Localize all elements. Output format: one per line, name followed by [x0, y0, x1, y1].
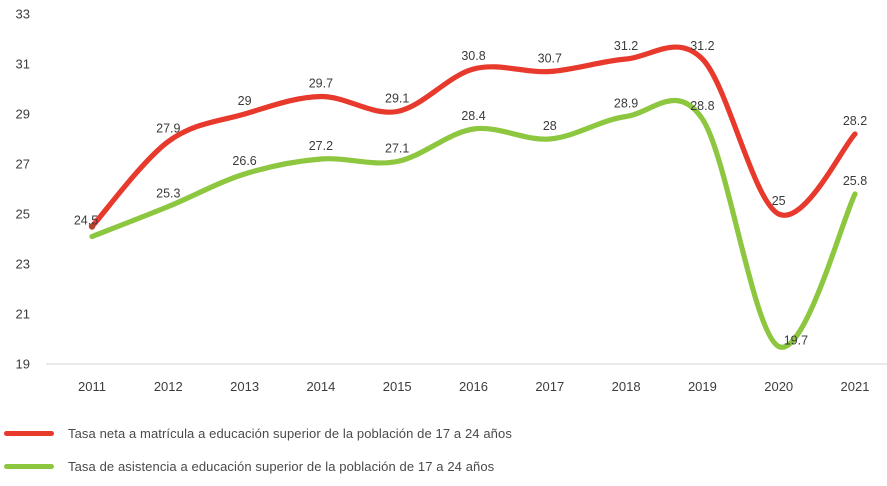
data-label: 27.2	[309, 139, 333, 153]
legend: Tasa neta a matrícula a educación superi…	[4, 420, 874, 486]
data-label: 29.7	[309, 77, 333, 91]
y-tick-label: 29	[16, 107, 30, 122]
x-tick-label: 2016	[459, 379, 488, 394]
x-tick-label: 2019	[688, 379, 717, 394]
line-chart: 19 21 23 25 27 29 31 33 2011 2012 2013 2014 2015 2016…	[16, 7, 887, 394]
y-tick-label: 33	[16, 7, 30, 22]
x-tick-label: 2021	[841, 379, 870, 394]
data-label: 28.9	[614, 97, 638, 111]
data-label: 27.9	[156, 122, 180, 136]
data-label: 28.4	[461, 109, 485, 123]
data-label: 27.1	[385, 142, 409, 156]
data-label: 28.2	[843, 114, 867, 128]
legend-label-matricula: Tasa neta a matrícula a educación superi…	[68, 425, 512, 441]
legend-item-matricula: Tasa neta a matrícula a educación superi…	[4, 420, 874, 446]
data-label: 30.7	[538, 52, 562, 66]
x-tick-label: 2015	[383, 379, 412, 394]
data-label: 25.8	[843, 174, 867, 188]
data-label: 28	[543, 119, 557, 133]
series-line-1	[89, 97, 858, 350]
data-label: 24.5	[74, 214, 98, 228]
y-tick-label: 31	[16, 57, 30, 72]
green-line-swatch	[4, 463, 54, 469]
y-tick-label: 23	[16, 257, 30, 272]
x-tick-label: 2018	[612, 379, 641, 394]
data-label: 26.6	[232, 154, 256, 168]
data-label: 19.7	[784, 334, 808, 348]
legend-label-asistencia: Tasa de asistencia a educación superior …	[68, 458, 495, 474]
x-tick-label: 2011	[78, 379, 106, 394]
series-start-dot	[88, 223, 96, 230]
data-label: 30.8	[461, 49, 485, 63]
data-label: 29	[238, 94, 252, 108]
y-tick-label: 21	[16, 307, 30, 322]
data-label: 28.8	[690, 99, 714, 113]
series-line-0	[89, 44, 858, 230]
legend-item-asistencia: Tasa de asistencia a educación superior …	[4, 453, 874, 479]
y-tick-label: 27	[16, 157, 30, 172]
x-tick-label: 2012	[154, 379, 183, 394]
data-label: 25.3	[156, 187, 180, 201]
data-label: 31.2	[690, 39, 714, 53]
red-line-swatch	[4, 430, 54, 436]
y-tick-label: 19	[16, 357, 30, 372]
data-label: 25	[772, 194, 786, 208]
data-label: 29.1	[385, 92, 409, 106]
x-tick-label: 2014	[306, 379, 335, 394]
x-tick-label: 2020	[764, 379, 793, 394]
x-tick-label: 2013	[230, 379, 259, 394]
y-tick-label: 25	[16, 207, 30, 222]
data-label: 31.2	[614, 39, 638, 53]
chart-area: 19 21 23 25 27 29 31 33 2011 2012 2013 2014 2015 2016…	[16, 7, 887, 394]
x-tick-label: 2017	[535, 379, 564, 394]
